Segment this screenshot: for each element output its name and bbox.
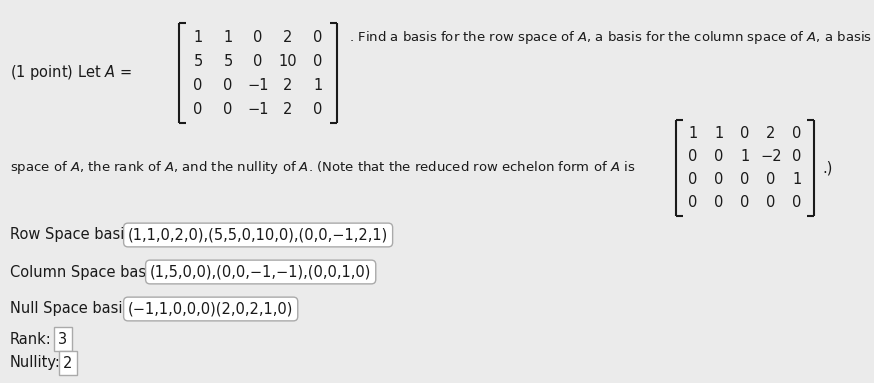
Text: 5: 5 xyxy=(193,54,203,69)
Text: 0: 0 xyxy=(766,172,776,187)
Text: 0: 0 xyxy=(793,126,801,141)
Text: 1: 1 xyxy=(689,126,697,141)
Text: 0: 0 xyxy=(313,101,323,116)
Text: (−1,1,0,0,0)(2,0,2,1,0): (−1,1,0,0,0)(2,0,2,1,0) xyxy=(128,301,294,316)
Text: space of $A$, the rank of $A$, and the nullity of $A$. (Note that the reduced ro: space of $A$, the rank of $A$, and the n… xyxy=(10,159,635,177)
Text: 0: 0 xyxy=(766,195,776,210)
Text: 0: 0 xyxy=(714,195,724,210)
Text: 0: 0 xyxy=(740,195,750,210)
Text: Rank:: Rank: xyxy=(10,332,52,347)
Text: −1: −1 xyxy=(247,101,268,116)
Text: (1,1,0,2,0),(5,5,0,10,0),(0,0,−1,2,1): (1,1,0,2,0),(5,5,0,10,0),(0,0,−1,2,1) xyxy=(128,228,388,242)
Text: 0: 0 xyxy=(793,149,801,164)
Text: 1: 1 xyxy=(714,126,724,141)
Text: Column Space basis:: Column Space basis: xyxy=(10,265,163,280)
Text: . Find a basis for the row space of $A$, a basis for the column space of $A$, a : . Find a basis for the row space of $A$,… xyxy=(349,28,874,46)
Text: 2: 2 xyxy=(283,77,293,93)
Text: 0: 0 xyxy=(714,149,724,164)
Text: −1: −1 xyxy=(247,77,268,93)
Text: 0: 0 xyxy=(313,29,323,44)
Text: 0: 0 xyxy=(224,77,232,93)
Text: 1: 1 xyxy=(193,29,203,44)
Text: 2: 2 xyxy=(283,29,293,44)
Text: 0: 0 xyxy=(793,195,801,210)
Text: 0: 0 xyxy=(193,77,203,93)
Text: Row Space basis:: Row Space basis: xyxy=(10,228,137,242)
Text: .): .) xyxy=(822,160,832,175)
Text: 1: 1 xyxy=(224,29,232,44)
Text: (1 point) Let $A$ =: (1 point) Let $A$ = xyxy=(10,64,132,82)
Text: 0: 0 xyxy=(224,101,232,116)
Text: 0: 0 xyxy=(253,54,263,69)
Text: 0: 0 xyxy=(689,149,697,164)
Text: 0: 0 xyxy=(253,29,263,44)
Text: 0: 0 xyxy=(714,172,724,187)
Text: 0: 0 xyxy=(313,54,323,69)
Text: 0: 0 xyxy=(193,101,203,116)
Text: 2: 2 xyxy=(766,126,776,141)
Text: −2: −2 xyxy=(760,149,782,164)
Text: 3: 3 xyxy=(58,332,67,347)
Text: 2: 2 xyxy=(63,355,73,370)
Text: Nullity:: Nullity: xyxy=(10,355,61,370)
Text: 0: 0 xyxy=(740,126,750,141)
Text: (1,5,0,0),(0,0,−1,−1),(0,0,1,0): (1,5,0,0),(0,0,−1,−1),(0,0,1,0) xyxy=(150,265,371,280)
Text: 1: 1 xyxy=(314,77,323,93)
Text: 2: 2 xyxy=(283,101,293,116)
Text: 10: 10 xyxy=(279,54,297,69)
Text: 0: 0 xyxy=(689,172,697,187)
Text: Null Space basis:: Null Space basis: xyxy=(10,301,135,316)
Text: 1: 1 xyxy=(740,149,750,164)
Text: 1: 1 xyxy=(793,172,801,187)
Text: 0: 0 xyxy=(740,172,750,187)
Text: 5: 5 xyxy=(224,54,232,69)
Text: 0: 0 xyxy=(689,195,697,210)
